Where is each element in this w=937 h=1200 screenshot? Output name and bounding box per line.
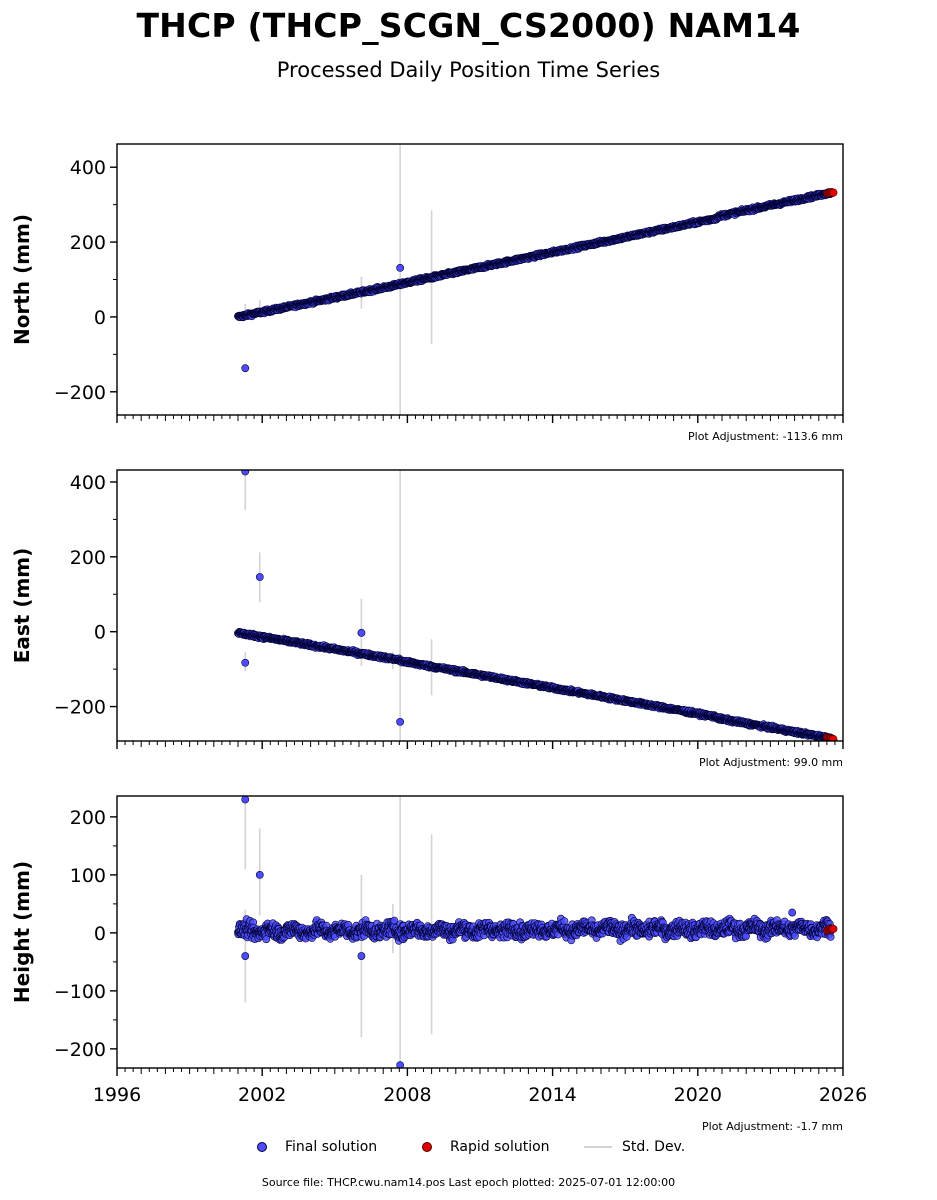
y-tick-label: 400 — [70, 472, 106, 494]
outlier-point — [396, 263, 405, 272]
y-tick-label: 200 — [70, 232, 106, 254]
outlier-point — [396, 718, 405, 726]
outlier-point — [255, 573, 264, 581]
outlier-point — [241, 470, 250, 476]
final-solution-point — [560, 917, 569, 926]
plot-area — [234, 470, 838, 741]
final-solution-points — [234, 188, 835, 322]
y-tick-label: −200 — [54, 697, 106, 719]
chart-subtitle: Processed Daily Position Time Series — [276, 58, 661, 82]
y-tick-label: −200 — [54, 382, 106, 404]
rapid-solution-point — [829, 188, 838, 197]
y-axis-label: East (mm) — [10, 548, 34, 664]
outlier-point — [241, 364, 250, 373]
final-solution-points — [234, 628, 835, 741]
plot-adjustment-note: Plot Adjustment: 99.0 mm — [699, 756, 843, 769]
panel-1: −200 0 200 400 North (mm) Plot Adjustment: -1… — [10, 143, 844, 443]
rapid-solution-point — [829, 735, 838, 741]
final-solution-points — [234, 913, 835, 945]
axes-frame — [116, 143, 844, 416]
panel-2: −200 0 200 400 East (mm) Plot Adjustment: 99.… — [10, 469, 844, 769]
y-tick-label: 0 — [94, 307, 106, 329]
axes-frame — [116, 469, 844, 742]
chart-title: THCP (THCP_SCGN_CS2000) NAM14 — [136, 6, 801, 45]
y-axis-label: North (mm) — [10, 214, 34, 345]
y-tick-label: 400 — [70, 157, 106, 179]
y-tick-label: 0 — [94, 622, 106, 644]
outlier-point — [241, 658, 250, 667]
plot-area — [234, 796, 838, 1068]
y-tick-label: 200 — [70, 547, 106, 569]
outlier-point — [357, 628, 366, 637]
plot-adjustment-note: Plot Adjustment: -113.6 mm — [688, 430, 843, 443]
plot-area — [234, 144, 838, 415]
